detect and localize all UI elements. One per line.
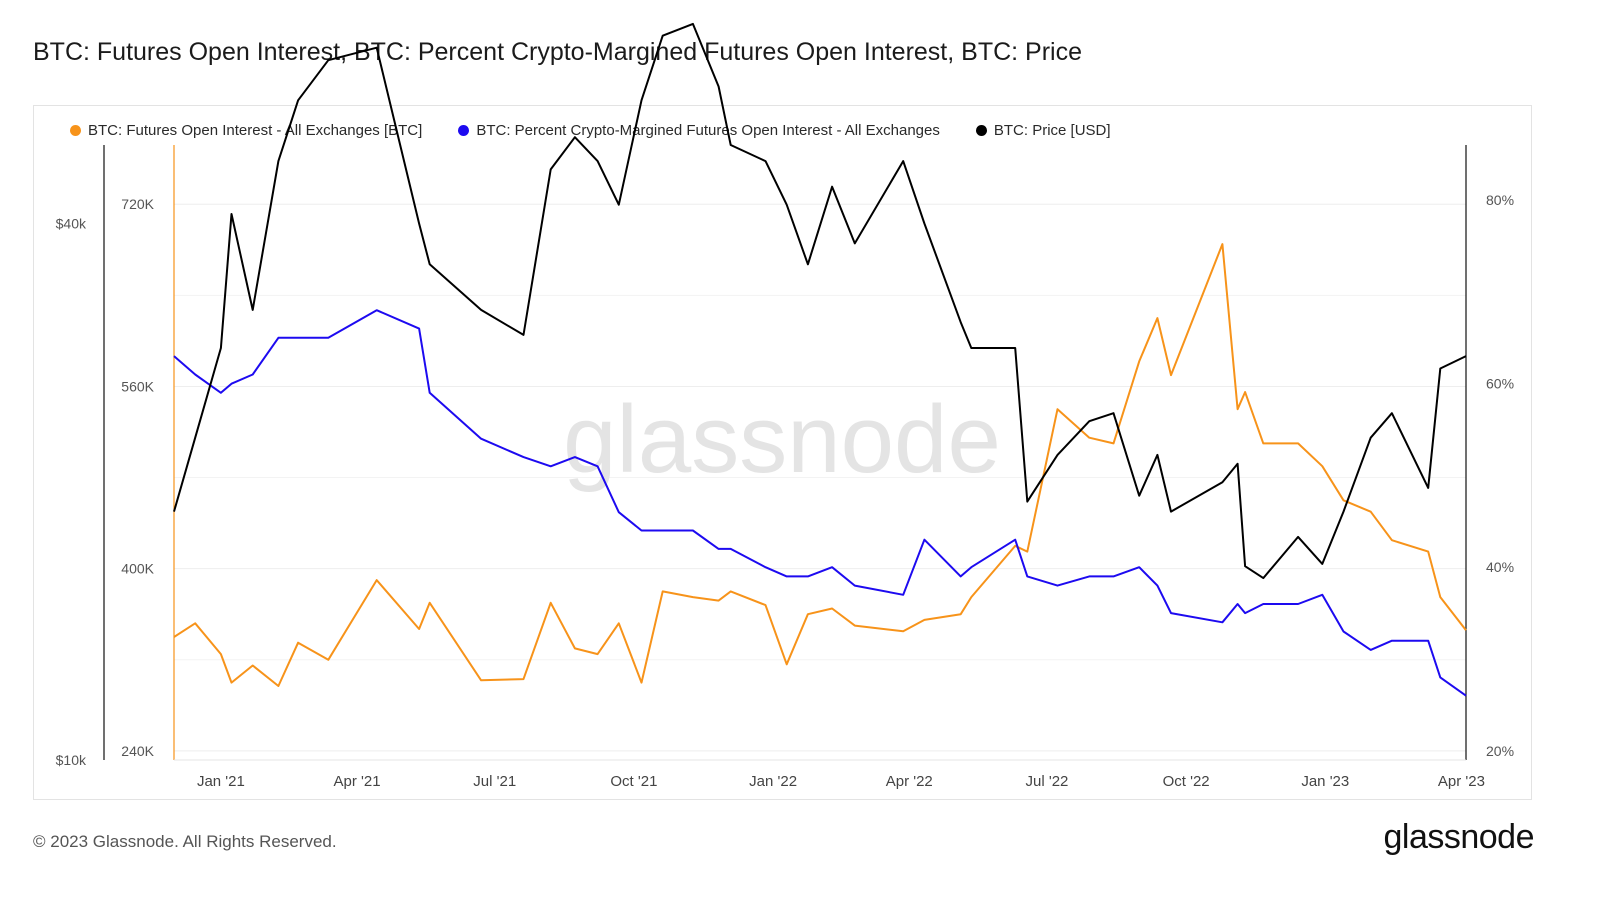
x-tick-label: Jul '21 xyxy=(473,773,516,790)
x-tick-label: Jan '22 xyxy=(749,773,797,790)
x-tick-label: Jan '23 xyxy=(1301,773,1349,790)
series-line-price xyxy=(173,22,1467,580)
legend-label-open-interest: BTC: Futures Open Interest - All Exchang… xyxy=(88,121,423,139)
watermark: glassnode xyxy=(563,386,1001,493)
y-tick-label-open-interest: 720K xyxy=(121,196,154,212)
x-tick-label: Jul '22 xyxy=(1025,773,1068,790)
glassnode-logo: glassnode xyxy=(1383,818,1534,856)
series-line-open-interest xyxy=(173,243,1467,687)
legend-item-price[interactable]: BTC: Price [USD] xyxy=(975,120,1111,140)
y-tick-label-price: $40k xyxy=(56,216,87,232)
x-tick-label: Oct '21 xyxy=(610,773,657,790)
y-tick-label-percent: 80% xyxy=(1486,192,1514,208)
gridlines xyxy=(174,203,1466,752)
y-tick-label-open-interest: 560K xyxy=(121,378,154,394)
x-tick-label: Oct '22 xyxy=(1163,773,1210,790)
y-tick-label-open-interest: 240K xyxy=(121,743,154,759)
axes xyxy=(103,145,1467,761)
x-tick-label: Apr '21 xyxy=(334,773,381,790)
legend-label-price: BTC: Price [USD] xyxy=(993,121,1111,139)
copyright-footer: © 2023 Glassnode. All Rights Reserved. xyxy=(33,832,337,851)
legend-item-open-interest[interactable]: BTC: Futures Open Interest - All Exchang… xyxy=(70,120,422,140)
tick-labels: 240K 400K 560K 720K $10k $40k 20% 40% 60% 80% Jan … xyxy=(56,192,1514,790)
legend-dot-orange xyxy=(70,124,81,136)
chart-panel xyxy=(33,105,1532,800)
y-tick-label-percent: 60% xyxy=(1486,376,1514,392)
legend-dot-blue xyxy=(458,124,470,136)
x-tick-label: Apr '22 xyxy=(886,773,933,790)
legend-label-percent-crypto-margined: BTC: Percent Crypto-Margined Futures Ope… xyxy=(476,121,940,139)
y-tick-label-percent: 40% xyxy=(1486,559,1514,575)
series-line-percent-crypto-margined xyxy=(173,309,1467,697)
chart-legend: BTC: Futures Open Interest - All Exchang… xyxy=(70,120,1111,140)
y-tick-label-percent: 20% xyxy=(1486,743,1514,759)
x-tick-label: Jan '21 xyxy=(197,773,245,790)
y-tick-label-open-interest: 400K xyxy=(121,561,154,577)
chart-title: BTC: Futures Open Interest, BTC: Percent… xyxy=(33,38,1082,66)
y-tick-label-price: $10k xyxy=(56,752,87,768)
legend-item-percent-crypto-margined[interactable]: BTC: Percent Crypto-Margined Futures Ope… xyxy=(458,120,940,140)
legend-dot-black xyxy=(975,124,987,136)
x-tick-label: Apr '23 xyxy=(1438,773,1485,790)
series-lines xyxy=(173,22,1467,697)
